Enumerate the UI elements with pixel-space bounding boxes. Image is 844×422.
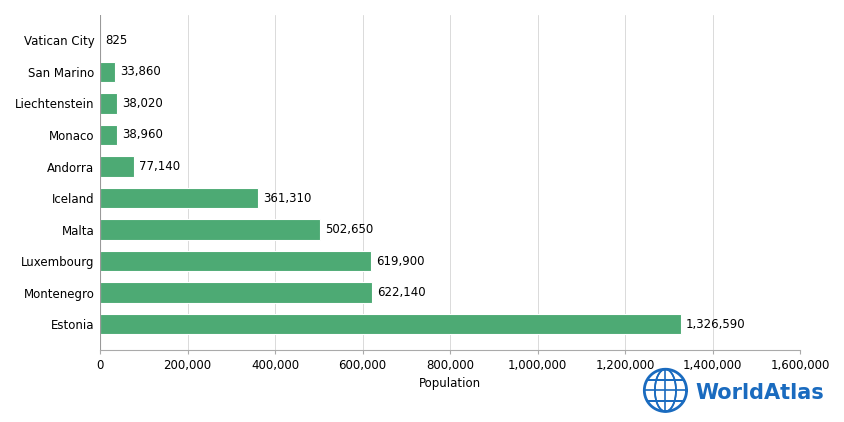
Bar bbox=[100, 282, 372, 303]
X-axis label: Population: Population bbox=[419, 377, 481, 390]
Bar bbox=[100, 93, 116, 114]
Text: 33,860: 33,860 bbox=[120, 65, 160, 78]
Bar bbox=[100, 156, 133, 177]
Text: 502,650: 502,650 bbox=[325, 223, 373, 236]
Bar bbox=[100, 125, 117, 145]
Text: 38,960: 38,960 bbox=[122, 128, 163, 141]
Bar bbox=[100, 62, 115, 82]
Text: 619,900: 619,900 bbox=[376, 254, 425, 268]
Bar bbox=[100, 314, 680, 334]
Text: 622,140: 622,140 bbox=[377, 286, 425, 299]
Text: 38,020: 38,020 bbox=[122, 97, 163, 110]
Bar bbox=[100, 188, 258, 208]
Text: 77,140: 77,140 bbox=[139, 160, 180, 173]
Text: 361,310: 361,310 bbox=[263, 192, 311, 205]
Text: 1,326,590: 1,326,590 bbox=[685, 318, 744, 330]
Text: WorldAtlas: WorldAtlas bbox=[695, 383, 823, 403]
Text: 825: 825 bbox=[106, 34, 127, 47]
Bar bbox=[100, 251, 371, 271]
Bar bbox=[100, 219, 320, 240]
